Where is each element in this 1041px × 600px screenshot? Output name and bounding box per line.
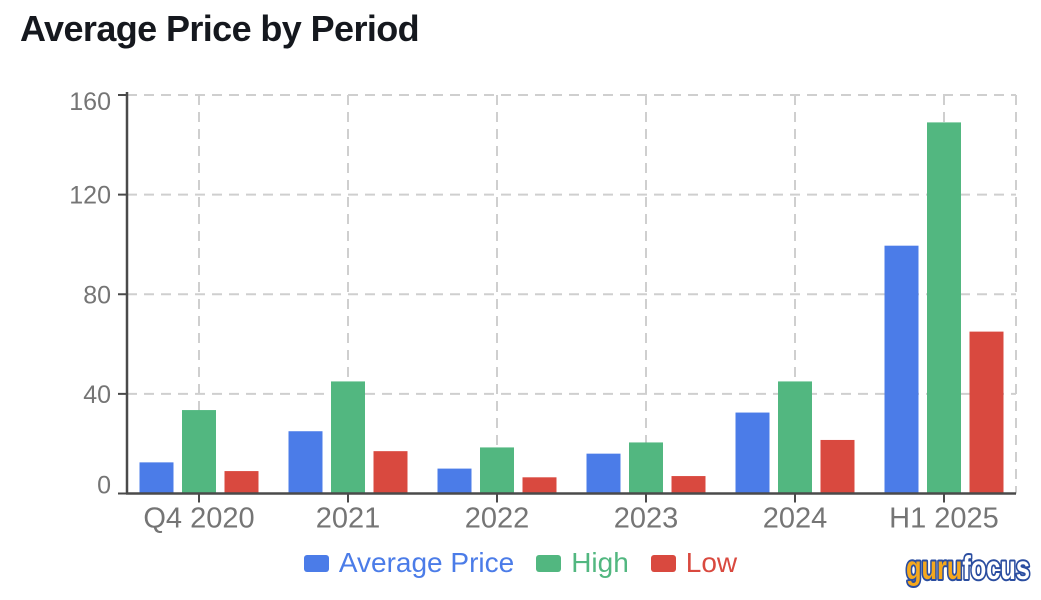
bar-average-price-2023[interactable] (586, 453, 621, 494)
gurufocus-logo-graphic: gurufocus (904, 547, 1032, 588)
bar-average-price-2024[interactable] (735, 412, 770, 494)
legend-item-high[interactable]: High (536, 549, 629, 577)
chart-title: Average Price by Period (20, 8, 420, 49)
y-tick-label: 120 (69, 182, 111, 210)
legend-swatch-high (536, 554, 562, 572)
x-category-label: 2022 (465, 503, 530, 535)
bar-low-2021[interactable] (373, 451, 408, 494)
legend-label-high: High (571, 547, 629, 578)
bar-average-price-2021[interactable] (288, 431, 323, 494)
legend-swatch-average-price (303, 554, 329, 572)
bar-low-2023[interactable] (671, 476, 706, 494)
logo-part-guru: guru (906, 549, 962, 586)
bar-high-2024[interactable] (778, 381, 812, 494)
bar-average-price-h1-2025[interactable] (884, 245, 919, 494)
legend-item-low[interactable]: Low (650, 547, 738, 578)
bar-high-2023[interactable] (629, 442, 663, 494)
x-category-label: 2021 (316, 503, 381, 535)
legend-label-low: Low (685, 547, 738, 578)
y-tick-label: 160 (69, 88, 111, 116)
bar-high-q4-2020[interactable] (182, 410, 216, 494)
x-category-label: H1 2025 (889, 503, 999, 535)
bar-chart: 0 40 80 120 160 Q4 2020 2021 2022 2023 2024 H1 202… (69, 88, 1017, 535)
gurufocus-logo: gurufocus (901, 543, 1035, 596)
x-category-label: 2023 (614, 503, 679, 535)
bar-low-2022[interactable] (522, 477, 557, 494)
chart-legend: Average Price High Low (0, 549, 1041, 577)
y-tick-label: 80 (83, 281, 111, 309)
bar-average-price-2022[interactable] (437, 468, 472, 494)
x-category-label: Q4 2020 (143, 503, 254, 535)
x-category-label: 2024 (763, 503, 828, 535)
logo-part-focus: focus (962, 549, 1030, 586)
y-tick-label: 0 (97, 472, 111, 500)
bar-low-2024[interactable] (820, 439, 855, 494)
legend-swatch-low (650, 554, 676, 572)
bar-high-2022[interactable] (480, 447, 514, 494)
bar-high-h1-2025[interactable] (927, 122, 961, 494)
bar-average-price-q4-2020[interactable] (139, 462, 174, 494)
legend-item-average-price[interactable]: Average Price (303, 547, 515, 578)
y-tick-label: 40 (83, 381, 111, 409)
gurufocus-logo-text: gurufocus (906, 549, 1030, 586)
bar-low-h1-2025[interactable] (969, 331, 1004, 494)
bar-high-2021[interactable] (331, 381, 365, 494)
legend-label-average-price: Average Price (338, 547, 515, 578)
bar-low-q4-2020[interactable] (224, 471, 259, 494)
